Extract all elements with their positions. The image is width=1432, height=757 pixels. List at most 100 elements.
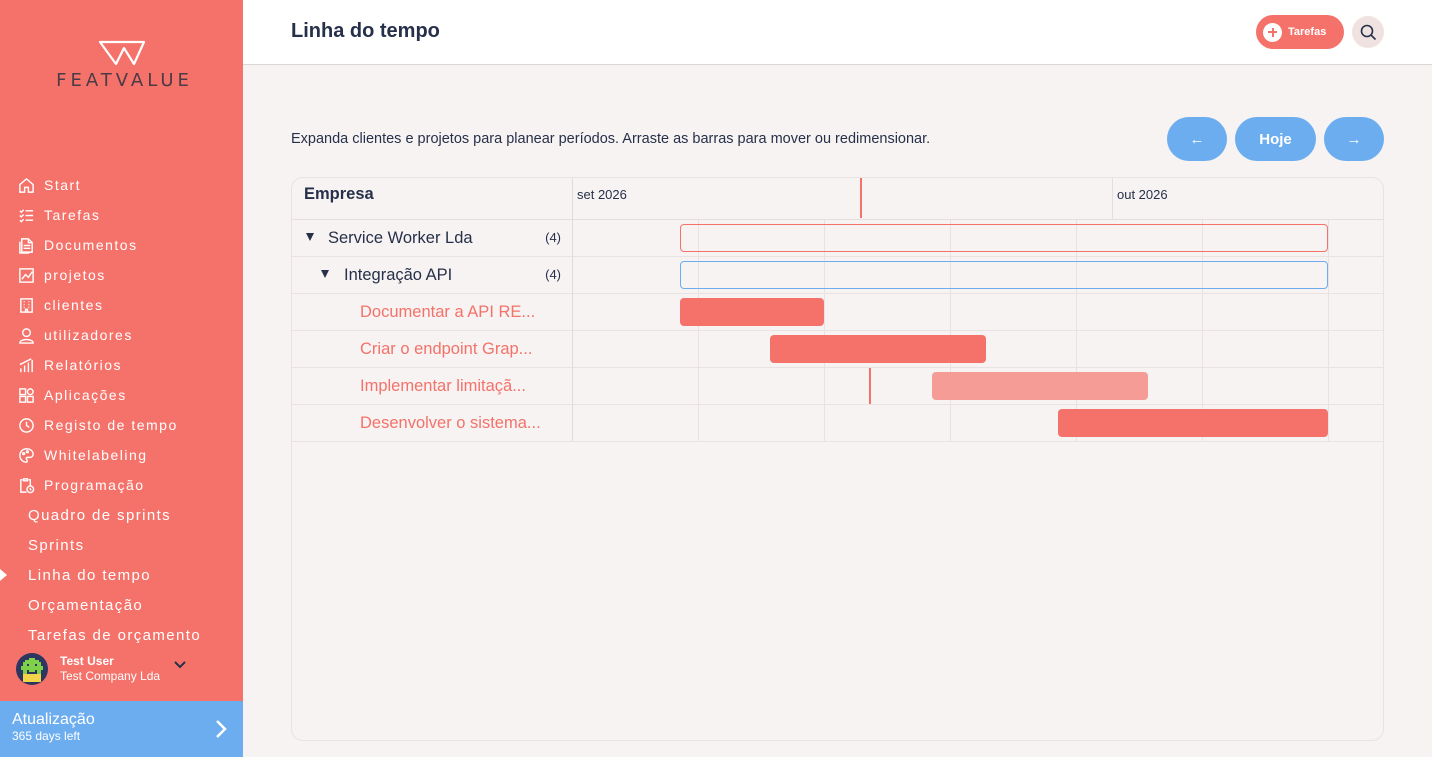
row-label[interactable]: Integração API xyxy=(344,265,453,284)
sidebar-item-clientes[interactable]: clientes xyxy=(0,290,243,320)
project-period-bar[interactable] xyxy=(680,261,1328,289)
sidebar-subitem-sprints[interactable]: Sprints xyxy=(0,530,243,560)
grid-line xyxy=(824,294,825,330)
chevron-down-icon[interactable] xyxy=(174,656,186,674)
apps-icon xyxy=(17,386,35,404)
logo[interactable]: FEATVALUE xyxy=(0,40,243,91)
sidebar-item-label: Aplicações xyxy=(44,387,127,403)
caret-down-icon[interactable] xyxy=(321,270,329,278)
header: Linha do tempo Tarefas xyxy=(243,0,1432,65)
grid-line xyxy=(698,257,699,293)
sidebar-subitem-tarefas-de-orcamento[interactable]: Tarefas de orçamento xyxy=(0,620,243,650)
caret-down-icon[interactable] xyxy=(306,233,314,241)
grid-line xyxy=(1076,331,1077,367)
sidebar-item-label: Linha do tempo xyxy=(28,566,152,584)
sidebar-item-start[interactable]: Start xyxy=(0,170,243,200)
instructions-text: Expanda clientes e projetos para planear… xyxy=(291,131,931,147)
user-menu[interactable]: Test User Test Company Lda xyxy=(16,652,231,686)
plus-icon xyxy=(1263,22,1282,42)
row-label[interactable]: Implementar limitaçã... xyxy=(360,376,526,395)
sidebar-subitem-linha-do-tempo[interactable]: Linha do tempo xyxy=(0,560,243,590)
bar-chart-icon xyxy=(17,356,35,374)
sidebar-item-label: Orçamentação xyxy=(28,596,144,614)
gantt-chart: Empresa set 2026 out 2026 Service Worker… xyxy=(291,177,1384,741)
sidebar-item-utilizadores[interactable]: utilizadores xyxy=(0,320,243,350)
task-bar[interactable] xyxy=(932,372,1148,400)
row-label[interactable]: Desenvolver o sistema... xyxy=(360,413,541,432)
sidebar-item-whitelabeling[interactable]: Whitelabeling xyxy=(0,440,243,470)
grid-line xyxy=(1076,257,1077,293)
tasks-button[interactable]: Tarefas xyxy=(1256,15,1344,49)
task-bar[interactable] xyxy=(770,335,986,363)
grid-line xyxy=(824,257,825,293)
grid-line xyxy=(1202,331,1203,367)
avatar-invader-icon xyxy=(21,658,43,682)
row-count: (4) xyxy=(545,267,561,282)
grid-line xyxy=(1202,257,1203,293)
next-period-button[interactable]: → xyxy=(1324,117,1384,161)
avatar xyxy=(16,653,48,685)
grid-line xyxy=(1202,220,1203,256)
sidebar-item-aplicacoes[interactable]: Aplicações xyxy=(0,380,243,410)
user-name: Test User xyxy=(60,654,114,668)
grid-line xyxy=(1076,294,1077,330)
gantt-row-client: Service Worker Lda (4) xyxy=(292,220,1383,257)
gantt-row-task: Implementar limitaçã... xyxy=(292,368,1383,405)
logo-mark-icon xyxy=(98,40,145,66)
sidebar-item-programacao[interactable]: Programação xyxy=(0,470,243,500)
task-bar[interactable] xyxy=(680,298,824,326)
sidebar-item-registo-de-tempo[interactable]: Registo de tempo xyxy=(0,410,243,440)
upgrade-banner[interactable]: Atualização 365 days left xyxy=(0,701,243,757)
row-label[interactable]: Criar o endpoint Grap... xyxy=(360,339,533,358)
today-marker xyxy=(869,368,871,404)
grid-line xyxy=(950,257,951,293)
grid-line xyxy=(698,405,699,441)
grid-line xyxy=(1328,368,1329,404)
sidebar-item-documentos[interactable]: Documentos xyxy=(0,230,243,260)
sidebar-item-relatorios[interactable]: Relatórios xyxy=(0,350,243,380)
clipboard-clock-icon xyxy=(17,476,35,494)
grid-line xyxy=(950,294,951,330)
page-title: Linha do tempo xyxy=(291,20,440,42)
grid-line xyxy=(950,405,951,441)
home-icon xyxy=(17,176,35,194)
search-button[interactable] xyxy=(1352,16,1384,48)
column-header-empresa: Empresa xyxy=(304,185,374,203)
gantt-header: Empresa set 2026 out 2026 xyxy=(292,178,1383,220)
gantt-row-project: Integração API (4) xyxy=(292,257,1383,294)
prev-period-button[interactable]: ← xyxy=(1167,117,1227,161)
sidebar-item-label: Documentos xyxy=(44,237,138,253)
tasks-button-label: Tarefas xyxy=(1288,26,1327,38)
grid-line xyxy=(1328,405,1329,441)
row-label[interactable]: Documentar a API RE... xyxy=(360,302,536,321)
sidebar-item-label: Start xyxy=(44,177,82,193)
grid-line xyxy=(824,368,825,404)
client-period-bar[interactable] xyxy=(680,224,1328,252)
gantt-row-task: Desenvolver o sistema... xyxy=(292,405,1383,442)
grid-line xyxy=(1076,220,1077,256)
row-label[interactable]: Service Worker Lda xyxy=(328,228,473,247)
gantt-row-task: Criar o endpoint Grap... xyxy=(292,331,1383,368)
sidebar-item-label: Whitelabeling xyxy=(44,447,148,463)
grid-line xyxy=(1328,331,1329,367)
sidebar-item-projetos[interactable]: projetos xyxy=(0,260,243,290)
upgrade-days-left: 365 days left xyxy=(12,729,81,743)
sidebar-item-label: Registo de tempo xyxy=(44,417,178,433)
user-company: Test Company Lda xyxy=(60,669,161,683)
sidebar-item-label: projetos xyxy=(44,267,106,283)
grid-line xyxy=(1328,257,1329,293)
chevron-right-icon xyxy=(215,719,227,744)
month-divider xyxy=(1112,178,1113,220)
sidebar: FEATVALUE Start Tarefas Documentos proje… xyxy=(0,0,243,757)
sidebar-subitem-quadro-de-sprints[interactable]: Quadro de sprints xyxy=(0,500,243,530)
checklist-icon xyxy=(17,206,35,224)
grid-line xyxy=(1328,220,1329,256)
row-count: (4) xyxy=(545,230,561,245)
sidebar-item-tarefas[interactable]: Tarefas xyxy=(0,200,243,230)
today-button[interactable]: Hoje xyxy=(1235,117,1316,161)
sidebar-subitem-orcamentacao[interactable]: Orçamentação xyxy=(0,590,243,620)
logo-text: FEATVALUE xyxy=(56,70,193,91)
task-bar[interactable] xyxy=(1058,409,1328,437)
sidebar-item-label: clientes xyxy=(44,297,104,313)
grid-line xyxy=(1202,294,1203,330)
